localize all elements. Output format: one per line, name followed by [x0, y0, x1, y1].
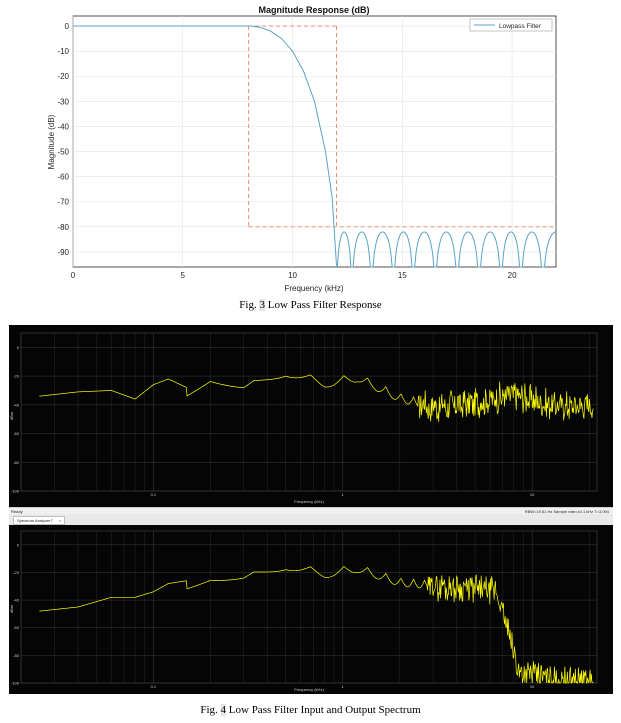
sa-y-tick-label: -60 [13, 431, 20, 436]
sa-y-tick-label: -80 [13, 653, 20, 658]
y-axis-label: Magnitude (dB) [47, 114, 56, 169]
x-tick-label: 0 [71, 271, 76, 280]
sa-x-tick-labels: 0.1 1 10 [151, 492, 536, 497]
sa-x-tick-label: 0.1 [151, 684, 157, 689]
sa-x-tick-label: 0.1 [151, 492, 157, 497]
tab-label: Spectrum Analyzer7 [17, 518, 53, 523]
sa-y-tick-label: -20 [13, 570, 20, 575]
chart-title: Magnitude Response (dB) [258, 5, 369, 15]
output-spectrum-chart: 0 -20 -40 -60 -80 -100 0.1 1 10 Frequency (kHz)… [9, 530, 598, 692]
fig3-caption-prefix: Fig. [239, 299, 260, 311]
sa-x-axis-label: Frequency (kHz) [294, 499, 324, 504]
magnitude-response-chart: Magnitude Response (dB) 0 -10 -20 -30 -40 -50… [47, 5, 557, 293]
fig3-caption-text: Low Pass Filter Response [264, 299, 382, 311]
fig3-caption: Fig. 3 Low Pass Filter Response [0, 299, 621, 311]
sa-y-tick-label: -100 [11, 681, 20, 686]
x-axis-label: Frequency (kHz) [284, 284, 343, 293]
input-spectrum-trace [39, 374, 594, 422]
y-tick-label: -30 [57, 97, 69, 106]
sa-grid [20, 530, 598, 684]
sa-x-tick-label: 1 [342, 684, 345, 689]
sa-y-tick-label: 0 [17, 542, 20, 547]
y-tick-label: -20 [57, 72, 69, 81]
y-tick-label: -50 [57, 148, 69, 157]
legend-entry: Lowpass Filter [499, 23, 542, 30]
legend-box [469, 18, 553, 32]
close-icon[interactable]: × [58, 518, 62, 523]
output-spectrum-trace [39, 566, 594, 684]
sa-y-tick-labels: 0 -20 -40 -60 -80 -100 [11, 345, 20, 494]
sa-y-tick-label: -40 [13, 402, 20, 407]
sa-y-tick-label: 0 [17, 345, 20, 350]
x-tick-label: 10 [288, 271, 297, 280]
sa-x-tick-label: 1 [342, 492, 345, 497]
y-tick-label: -70 [57, 198, 69, 207]
sa-y-tick-label: -20 [13, 374, 20, 379]
spectrum-analyzer-input-panel: 0 -20 -40 -60 -80 -100 0.1 1 10 Frequency (kHz)… [9, 325, 613, 507]
sa-y-tick-label: -80 [13, 460, 20, 465]
sa-y-tick-labels: 0 -20 -40 -60 -80 -100 [11, 542, 20, 685]
y-tick-labels: 0 -10 -20 -30 -40 -50 -60 -70 -80 -90 [57, 22, 69, 257]
y-tick-label: -40 [57, 122, 69, 131]
sa-grid [20, 332, 598, 492]
sa-x-tick-label: 10 [530, 492, 535, 497]
x-tick-label: 20 [508, 271, 517, 280]
sa-y-tick-label: -40 [13, 598, 20, 603]
grid [72, 16, 556, 267]
y-tick-label: -80 [57, 223, 69, 232]
status-info: RBW=19.51 Hz Sample rate=44.1 kHz T=3.09… [524, 509, 609, 514]
input-spectrum-chart: 0 -20 -40 -60 -80 -100 0.1 1 10 Frequency (kHz)… [9, 332, 598, 504]
sa-x-tick-labels: 0.1 1 10 [151, 684, 536, 689]
status-ready: Ready [11, 509, 23, 514]
lowpass-filter-line [73, 25, 557, 268]
sa-y-axis-label: dBm [9, 604, 14, 613]
sa-y-tick-label: -60 [13, 625, 20, 630]
status-bar: Ready RBW=19.51 Hz Sample rate=44.1 kHz … [9, 507, 613, 515]
sa-x-tick-label: 10 [530, 684, 535, 689]
fig4-caption-prefix: Fig. [200, 704, 221, 716]
sa-y-axis-label: dBm [9, 411, 14, 420]
tab-spectrum-analyzer[interactable]: Spectrum Analyzer7 × [13, 516, 66, 525]
y-tick-label: -10 [57, 47, 69, 56]
x-tick-label: 5 [181, 271, 186, 280]
sa-plot-frame [20, 530, 598, 684]
y-tick-label: -60 [57, 173, 69, 182]
y-tick-label: 0 [65, 22, 70, 31]
x-tick-label: 15 [398, 271, 407, 280]
spectrum-analyzer-output-panel: 0 -20 -40 -60 -80 -100 0.1 1 10 Frequency (kHz)… [9, 525, 613, 694]
plot-area [72, 15, 557, 268]
sa-y-tick-label: -100 [11, 489, 20, 494]
fig4-caption-number: 4 [220, 704, 227, 716]
fig4-caption-text: Low Pass Filter Input and Output Spectru… [226, 704, 421, 716]
sa-plot-frame [20, 332, 598, 492]
y-tick-label: -90 [57, 248, 69, 257]
legend: Lowpass Filter [469, 18, 553, 32]
x-tick-labels: 0 5 10 15 20 [71, 271, 517, 280]
tab-bar: Spectrum Analyzer7 × [9, 514, 613, 525]
fig4-caption: Fig. 4 Low Pass Filter Input and Output … [0, 704, 621, 716]
fig3-caption-number: 3 [259, 299, 265, 311]
sa-x-axis-label: Frequency (kHz) [294, 687, 324, 692]
